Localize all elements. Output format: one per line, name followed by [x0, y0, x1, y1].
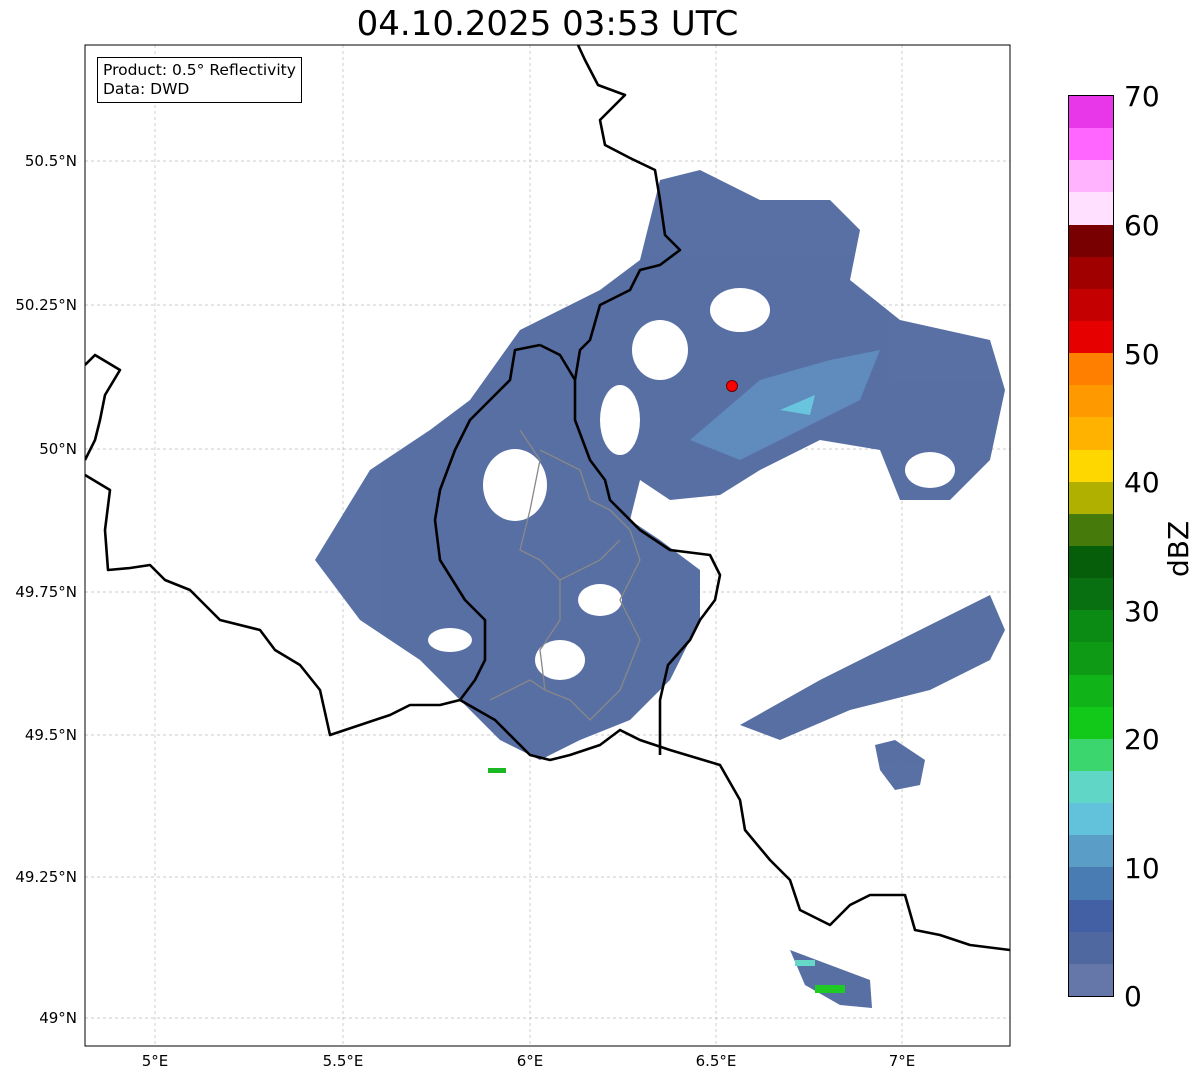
- lat-tick: 49.5°N: [24, 726, 77, 744]
- colorbar-segment: [1069, 963, 1113, 996]
- colorbar-segment: [1069, 803, 1113, 836]
- lon-tick: 5.5°E: [322, 1052, 364, 1070]
- colorbar-segment: [1069, 385, 1113, 418]
- colorbar-segment: [1069, 546, 1113, 579]
- lon-tick: 5°E: [141, 1052, 169, 1070]
- colorbar-segment: [1069, 706, 1113, 739]
- plot-frame: [84, 44, 1011, 1047]
- colorbar-segment: [1069, 417, 1113, 450]
- colorbar-segment: [1069, 674, 1113, 707]
- colorbar-tick: 20: [1124, 723, 1160, 756]
- colorbar-segment: [1069, 321, 1113, 354]
- radar-site-marker: [726, 380, 738, 392]
- colorbar-segment: [1069, 771, 1113, 804]
- colorbar-tick: 30: [1124, 595, 1160, 628]
- colorbar-segment: [1069, 224, 1113, 257]
- lat-tick: 49°N: [39, 1009, 77, 1027]
- colorbar-tick: 10: [1124, 852, 1160, 885]
- colorbar-segment: [1069, 96, 1113, 129]
- lat-tick: 49.75°N: [15, 583, 77, 601]
- lon-tick: 6.5°E: [695, 1052, 737, 1070]
- colorbar-segment: [1069, 867, 1113, 900]
- colorbar-label: dBZ: [1162, 520, 1195, 577]
- colorbar-tick: 70: [1124, 80, 1160, 113]
- colorbar-segment: [1069, 513, 1113, 547]
- lat-tick: 50°N: [39, 440, 77, 458]
- colorbar-segment: [1069, 353, 1113, 386]
- map-title: 04.10.2025 03:53 UTC: [356, 4, 739, 44]
- colorbar-segment: [1069, 256, 1113, 289]
- colorbar-segment: [1069, 610, 1113, 643]
- colorbar-segment: [1069, 192, 1113, 225]
- data-source-label: Data: DWD: [103, 80, 190, 98]
- info-box: Product: 0.5° Reflectivity Data: DWD: [97, 57, 302, 103]
- colorbar-segment: [1069, 899, 1113, 932]
- colorbar-segment: [1069, 449, 1113, 482]
- colorbar-segment: [1069, 931, 1113, 964]
- state-borders: [489, 429, 641, 721]
- colorbar-tick: 60: [1124, 209, 1160, 242]
- lat-tick: 50.25°N: [15, 296, 77, 314]
- lon-tick: 6°E: [516, 1052, 544, 1070]
- colorbar: [1068, 95, 1114, 997]
- colorbar-tick: 0: [1124, 980, 1142, 1013]
- lat-tick: 49.25°N: [15, 868, 77, 886]
- colorbar-segment: [1069, 128, 1113, 161]
- radar-echoes: [315, 170, 1005, 1008]
- product-label: Product: 0.5° Reflectivity: [103, 61, 296, 79]
- colorbar-segment: [1069, 642, 1113, 675]
- colorbar-segment: [1069, 481, 1113, 514]
- colorbar-segment: [1069, 288, 1113, 322]
- lon-tick: 7°E: [888, 1052, 916, 1070]
- colorbar-segment: [1069, 160, 1113, 193]
- colorbar-segment: [1069, 578, 1113, 611]
- colorbar-tick: 40: [1124, 466, 1160, 499]
- colorbar-segment: [1069, 835, 1113, 868]
- colorbar-tick: 50: [1124, 338, 1160, 371]
- colorbar-segment: [1069, 738, 1113, 772]
- country-borders: [85, 45, 1010, 952]
- lat-tick: 50.5°N: [24, 152, 77, 170]
